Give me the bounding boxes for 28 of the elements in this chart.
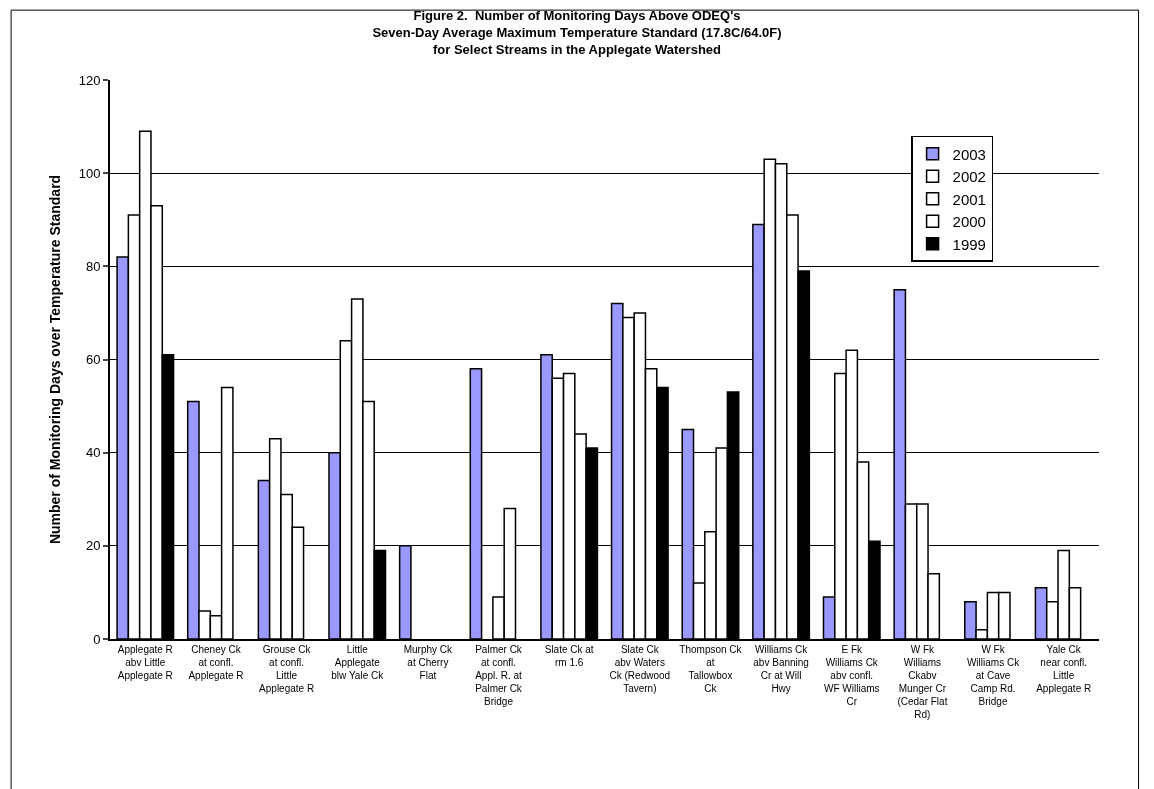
x-tick-label: Slate Ck abv Waters Ck (Redwood Tavern)	[609, 644, 671, 694]
x-tick-label: W Fk Williams Ck at Cave Camp Rd. Bridge	[966, 644, 1021, 707]
y-tick-label: 40	[85, 445, 101, 461]
x-tick-label: Yale Ck near confl. Little Applegate R	[1036, 644, 1092, 694]
chart-title: Figure 2. Number of Monitoring Days Above ODEQ's Seven-Day Average Maximum Temperature Standard (17.8C/64.0F) for Select Streams in the Applegate Watershed	[372, 7, 782, 57]
x-tick-label: W Fk Williams Ckabv Munger Cr (Cedar Flat Rd)	[897, 644, 948, 720]
legend-label: 1999	[952, 235, 986, 253]
y-tick-label: 20	[85, 538, 101, 554]
x-tick-label: Grouse Ck at confl. Little Applegate R	[259, 644, 315, 694]
x-tick-label: Slate Ck at rm 1.6	[544, 644, 594, 668]
y-tick-label: 0	[93, 631, 101, 647]
y-tick-label: 120	[78, 72, 101, 88]
legend-label: 2003	[952, 145, 986, 163]
x-tick-label: Little Applegate blw Yale Ck	[331, 644, 385, 681]
x-tick-label: Thompson Ck at Tallowbox Ck	[679, 644, 743, 694]
y-tick-label: 100	[78, 165, 101, 181]
legend-label: 2001	[952, 190, 986, 208]
y-tick-label: 80	[85, 258, 101, 274]
x-tick-label: Murphy Ck at Cherry Flat	[403, 644, 454, 681]
x-tick-label: Williams Ck abv Banning Cr at Will Hwy	[753, 644, 809, 694]
y-axis-title: Number of Monitoring Days over Temperature Standard	[46, 174, 63, 545]
x-tick-label: Applegate R abv Little Applegate R	[117, 644, 173, 681]
x-tick-label: Palmer Ck at confl. Appl. R. at Palmer Ck Bridge	[475, 644, 523, 707]
y-tick-label: 60	[85, 352, 101, 368]
x-tick-label: E Fk Williams Ck abv confl. WF Williams Cr	[823, 644, 880, 707]
x-tick-label: Cheney Ck at confl. Applegate R	[188, 644, 244, 681]
legend-label: 2002	[952, 168, 986, 185]
legend-label: 2000	[952, 213, 986, 230]
